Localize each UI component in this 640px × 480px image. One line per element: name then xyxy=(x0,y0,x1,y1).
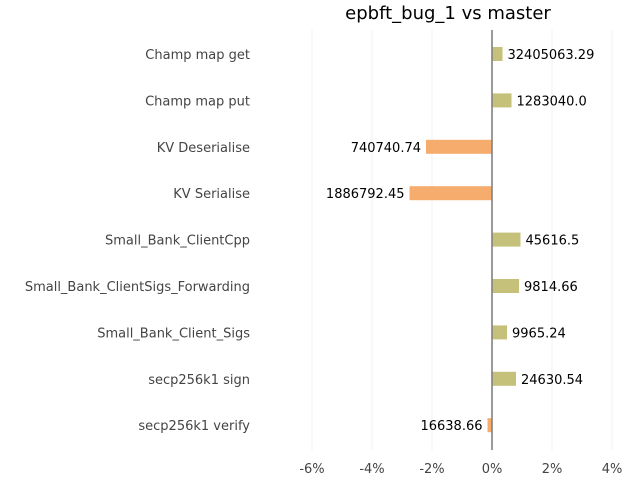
data-label: 9814.66 xyxy=(524,280,578,295)
bar xyxy=(492,279,519,293)
category-label: Champ map put xyxy=(145,94,250,109)
data-label: 1886792.45 xyxy=(326,187,405,202)
data-label: 1283040.0 xyxy=(517,94,587,109)
category-label: secp256k1 verify xyxy=(138,419,250,434)
bar xyxy=(487,418,492,433)
category-label: Small_Bank_ClientSigs_Forwarding xyxy=(25,280,250,295)
data-label: 16638.66 xyxy=(420,419,482,434)
category-label: Champ map get xyxy=(145,48,250,63)
x-tick-label: -4% xyxy=(359,462,384,477)
bar xyxy=(492,325,507,340)
category-label: KV Deserialise xyxy=(157,141,250,156)
x-tick-label: 2% xyxy=(542,462,563,477)
data-label: 9965.24 xyxy=(512,326,566,341)
data-label: 740740.74 xyxy=(351,141,421,156)
bar xyxy=(492,47,503,61)
category-label: Small_Bank_Client_Sigs xyxy=(97,326,250,341)
data-label: 24630.54 xyxy=(521,373,583,388)
labels: -6% -4% -2% 0% 2% 4% Champ map get 32405063.29 C… xyxy=(25,48,622,477)
bar xyxy=(426,139,492,154)
category-label: Small_Bank_ClientCpp xyxy=(105,234,250,249)
bar xyxy=(492,93,512,108)
chart-title: epbft_bug_1 vs master xyxy=(345,3,551,24)
bar xyxy=(492,371,516,386)
data-label: 32405063.29 xyxy=(508,48,595,63)
x-tick-label: -2% xyxy=(419,462,444,477)
category-label: KV Serialise xyxy=(173,187,250,202)
bar xyxy=(492,232,521,247)
bars xyxy=(409,47,521,433)
data-label: 45616.5 xyxy=(526,234,580,249)
bar xyxy=(409,186,492,201)
x-tick-label: -6% xyxy=(299,462,324,477)
category-label: secp256k1 sign xyxy=(148,373,250,388)
x-tick-label: 0% xyxy=(482,462,503,477)
x-tick-label: 4% xyxy=(602,462,623,477)
